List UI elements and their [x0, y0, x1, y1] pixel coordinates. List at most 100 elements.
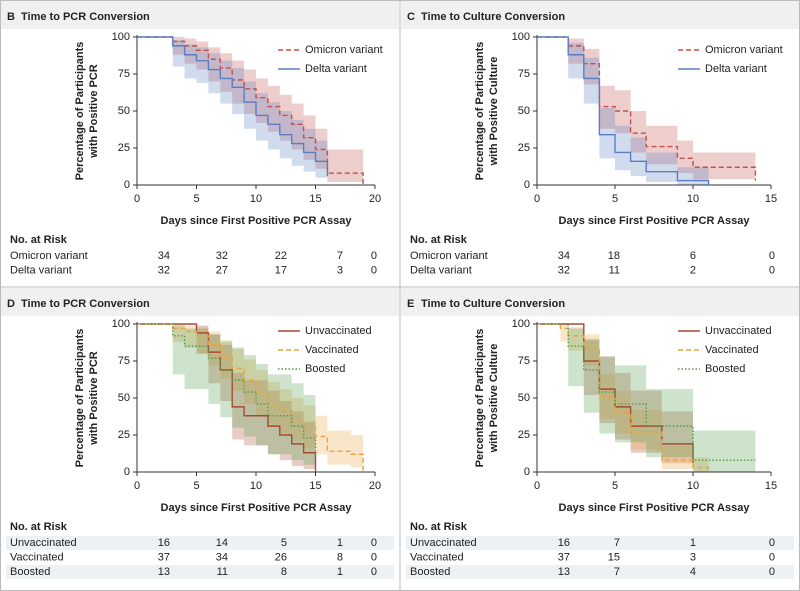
risk-count: 0 [769, 264, 775, 276]
risk-count: 17 [275, 264, 287, 276]
risk-row-shade [406, 565, 794, 579]
y-tick-label: 75 [518, 68, 530, 80]
x-tick-label: 5 [612, 193, 618, 205]
risk-count: 34 [558, 250, 570, 262]
y-tick-label: 100 [112, 318, 130, 330]
risk-count: 37 [158, 551, 170, 563]
risk-count: 0 [769, 537, 775, 549]
legend-label: Delta variant [305, 63, 367, 75]
risk-count: 27 [216, 264, 228, 276]
y-tick-label: 50 [518, 392, 530, 404]
y-tick-label: 25 [518, 142, 530, 154]
x-tick-label: 5 [612, 480, 618, 492]
legend-label: Vaccinated [705, 344, 759, 356]
legend-label: Unvaccinated [305, 325, 372, 337]
y-axis-label: with Positive Culture [488, 344, 500, 454]
confidence-band [137, 37, 328, 184]
y-tick-label: 0 [524, 466, 530, 478]
risk-count: 15 [608, 551, 620, 563]
survival-curve [137, 323, 364, 472]
risk-table-title: No. at Risk [10, 521, 68, 533]
risk-count: 3 [690, 551, 696, 563]
x-tick-label: 0 [534, 480, 540, 492]
x-tick-label: 15 [765, 480, 777, 492]
panel-letter: C [407, 11, 415, 23]
risk-count: 16 [558, 537, 570, 549]
x-tick-label: 10 [687, 480, 699, 492]
risk-count: 0 [371, 250, 377, 262]
panel-title: Time to Culture Conversion [421, 11, 565, 23]
risk-count: 3 [337, 264, 343, 276]
risk-row-label: Boosted [410, 566, 450, 578]
legend-label: Boosted [705, 363, 745, 375]
risk-row-label: Vaccinated [410, 551, 464, 563]
risk-count: 32 [216, 250, 228, 262]
x-tick-label: 15 [309, 480, 321, 492]
risk-row-label: Delta variant [410, 264, 472, 276]
y-tick-label: 50 [118, 392, 130, 404]
risk-count: 26 [275, 551, 287, 563]
x-tick-label: 5 [193, 480, 199, 492]
risk-table-title: No. at Risk [410, 234, 468, 246]
x-tick-label: 0 [134, 480, 140, 492]
risk-count: 37 [558, 551, 570, 563]
risk-count: 0 [371, 264, 377, 276]
risk-row-label: Vaccinated [10, 551, 64, 563]
risk-table-title: No. at Risk [410, 521, 468, 533]
x-tick-label: 20 [369, 193, 381, 205]
risk-count: 7 [614, 566, 620, 578]
risk-count: 0 [371, 566, 377, 578]
x-axis-label: Days since First Positive PCR Assay [559, 215, 751, 227]
y-tick-label: 25 [118, 142, 130, 154]
risk-table-title: No. at Risk [10, 234, 68, 246]
y-axis-label: Percentage of Participants [474, 329, 486, 468]
risk-count: 5 [281, 537, 287, 549]
risk-count: 8 [337, 551, 343, 563]
risk-count: 34 [216, 551, 228, 563]
risk-count: 13 [158, 566, 170, 578]
risk-count: 0 [769, 551, 775, 563]
risk-count: 18 [608, 250, 620, 262]
panel-letter: D [7, 298, 15, 310]
y-axis-label: Percentage of Participants [474, 42, 486, 181]
x-tick-label: 10 [250, 480, 262, 492]
legend-label: Delta variant [705, 63, 767, 75]
confidence-band [137, 324, 364, 472]
risk-row-label: Delta variant [10, 264, 72, 276]
panel-title: Time to PCR Conversion [21, 298, 150, 310]
risk-row-shade [406, 536, 794, 550]
risk-count: 16 [158, 537, 170, 549]
risk-count: 14 [216, 537, 228, 549]
risk-count: 0 [371, 537, 377, 549]
risk-count: 2 [690, 264, 696, 276]
y-tick-label: 100 [112, 31, 130, 43]
y-axis-label: with Positive PCR [88, 64, 100, 159]
panel-header [1, 1, 399, 29]
legend-label: Boosted [305, 363, 345, 375]
confidence-band [137, 324, 316, 472]
y-tick-label: 25 [518, 429, 530, 441]
risk-count: 0 [769, 566, 775, 578]
legend-label: Unvaccinated [705, 325, 772, 337]
survival-curve [137, 36, 329, 177]
x-tick-label: 10 [687, 193, 699, 205]
risk-row-label: Omicron variant [10, 250, 88, 262]
survival-curve [137, 323, 317, 472]
survival-curve [537, 323, 756, 461]
y-axis-label: Percentage of Participants [74, 329, 86, 468]
risk-count: 6 [690, 250, 696, 262]
panel-letter: B [7, 11, 15, 23]
x-tick-label: 0 [134, 193, 140, 205]
y-tick-label: 50 [518, 105, 530, 117]
panel-header [1, 288, 399, 316]
confidence-band [537, 37, 709, 185]
confidence-band [137, 37, 364, 185]
y-axis-label: with Positive Culture [488, 57, 500, 167]
risk-count: 1 [337, 566, 343, 578]
x-axis-label: Days since First Positive PCR Assay [161, 502, 353, 514]
panel-title: Time to Culture Conversion [421, 298, 565, 310]
risk-count: 32 [558, 264, 570, 276]
survival-curve [137, 36, 364, 185]
risk-count: 7 [337, 250, 343, 262]
